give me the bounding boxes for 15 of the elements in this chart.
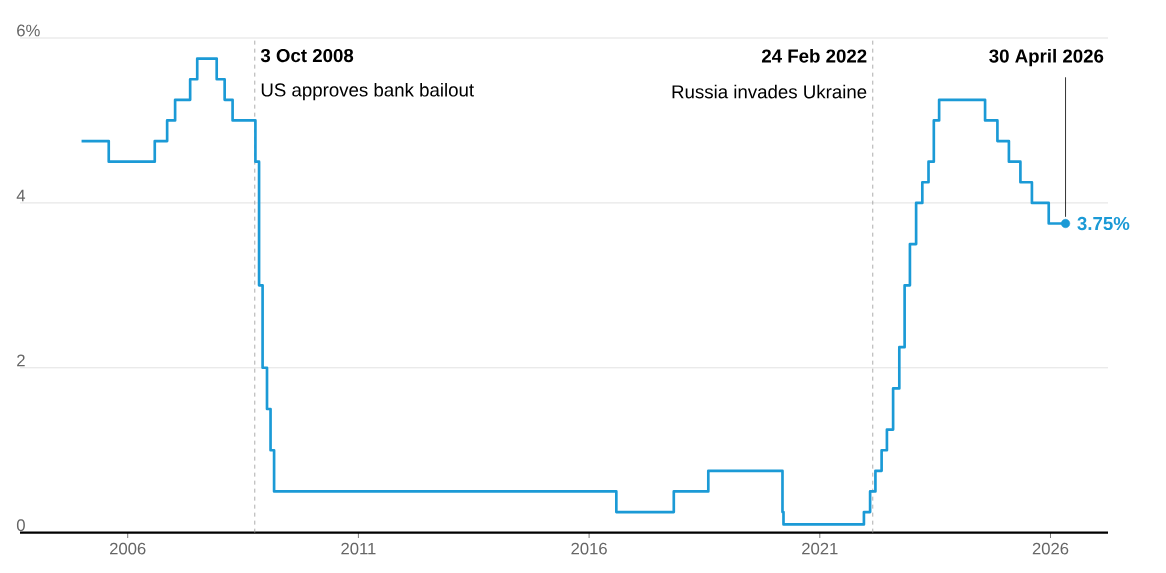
y-tick-label: 6% (17, 24, 40, 37)
x-tick-label: 2021 (802, 542, 838, 555)
data-label: 3.75% (1077, 217, 1130, 231)
annotation: 30 April 2026 (989, 49, 1104, 67)
annotation: US approves bank bailout (261, 83, 474, 101)
ref-line-label: 3 Oct 2008 (260, 49, 354, 63)
y-tick-label: 2 (17, 354, 25, 367)
x-tick-label: 2011 (341, 542, 376, 555)
annotation: Russia invades Ukraine (672, 84, 867, 99)
ref-line-label: 24 Feb 2022 (761, 49, 867, 63)
x-tick-label: 2016 (571, 542, 607, 555)
y-tick-label: 0 (16, 519, 25, 532)
x-tick-label: 2006 (110, 542, 146, 555)
y-tick-label: 4 (16, 189, 26, 202)
x-tick-label: 2026 (1032, 542, 1069, 555)
